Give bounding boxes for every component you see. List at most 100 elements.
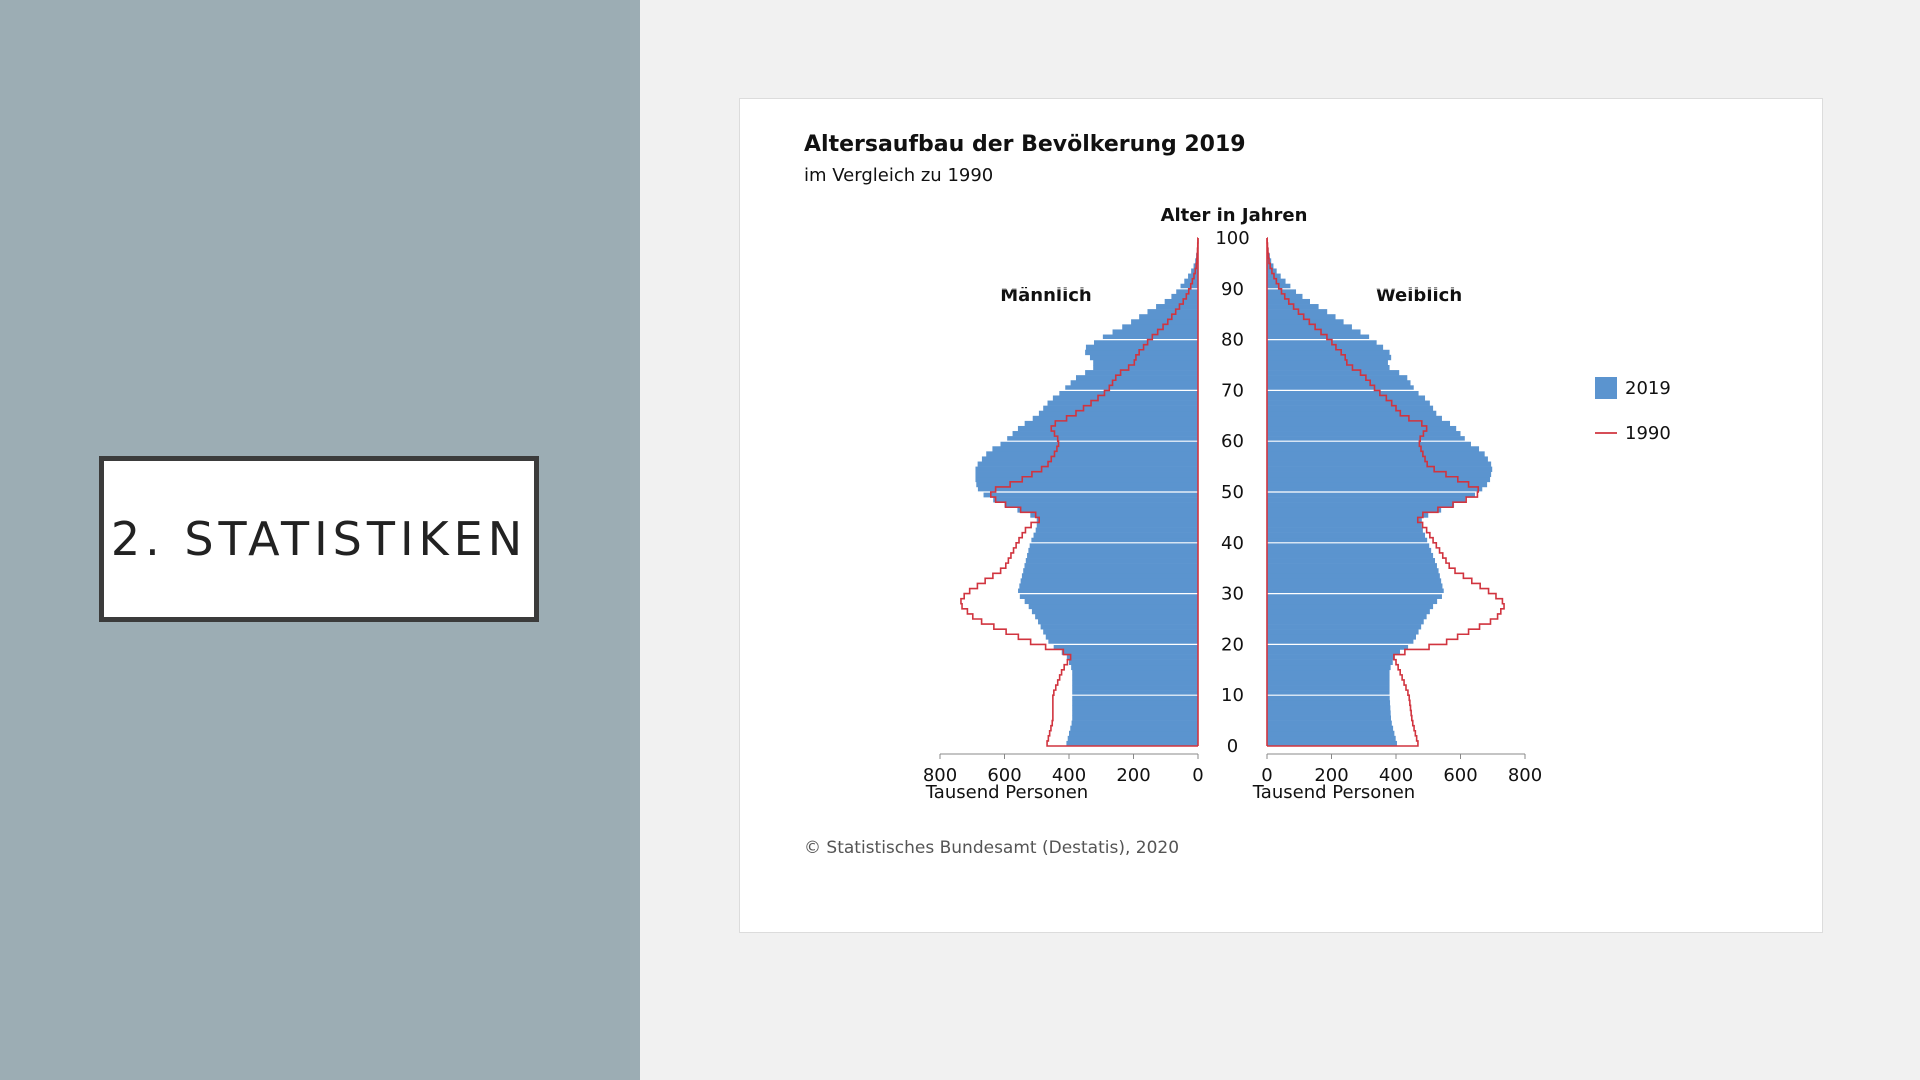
bar-female-2019 [1267,486,1483,493]
bar-male-2019 [1027,552,1198,559]
y-axis-label: Alter in Jahren [1161,205,1308,226]
bar-male-2019 [977,461,1198,467]
bar-male-2019 [986,451,1198,457]
bar-female-2019 [1267,375,1408,381]
x-tick-label-left: 800 [923,765,957,786]
bar-female-2019 [1267,436,1465,442]
bar-male-2019 [1072,695,1198,701]
bar-female-2019 [1267,309,1328,315]
bar-female-2019 [1267,497,1466,503]
bar-female-2019 [1267,471,1492,478]
bar-female-2019 [1267,679,1390,686]
bar-male-2019 [1035,527,1198,533]
bar-male-2019 [992,446,1198,452]
bar-female-2019 [1267,359,1388,366]
chart-subtitle: im Vergleich zu 1990 [804,165,993,186]
bar-male-2019 [1072,715,1198,721]
bar-male-2019 [1072,685,1198,691]
bar-male-2019 [1071,664,1198,671]
bar-female-2019 [1267,578,1442,584]
bar-male-2019 [1035,613,1198,620]
bar-female-2019 [1267,583,1443,589]
x-tick-label-right: 0 [1261,765,1272,786]
line-female-1990 [1266,237,1505,747]
bar-female-2019 [1267,725,1394,732]
bar-female-2019 [1267,365,1390,371]
bar-male-2019 [1093,339,1198,345]
bar-male-2019 [1043,629,1198,635]
bar-male-2019 [1040,624,1198,630]
bar-male-2019 [1070,380,1198,386]
bar-female-2019 [1267,639,1414,645]
bar-female-2019 [1267,400,1430,406]
bar-male-2019 [1089,354,1198,361]
bar-female-2019 [1267,410,1437,417]
bar-female-2019 [1267,339,1377,345]
bar-female-2019 [1267,659,1393,666]
bar-male-2019 [1061,649,1198,655]
bar-male-2019 [1036,522,1198,528]
x-tick-label-right: 600 [1443,765,1477,786]
bar-female-2019 [1267,644,1409,650]
bar-female-2019 [1267,715,1392,721]
bar-male-2019 [1047,400,1198,406]
bar-male-2019 [1033,532,1198,539]
bar-female-2019 [1267,705,1391,711]
bar-male-2019 [1180,283,1198,290]
bar-male-2019 [1020,578,1198,584]
bar-female-2019 [1267,446,1480,452]
bar-male-2019 [1019,583,1198,589]
bar-female-2019 [1267,502,1455,508]
chart-source: © Statistisches Bundesamt (Destatis), 20… [804,838,1179,858]
x-unit-label-left: Tausend Personen [925,782,1088,803]
bar-female-2019 [1267,527,1423,533]
bar-male-2019 [1059,390,1198,396]
age-tick-label: 90 [1221,279,1244,300]
bar-male-2019 [975,466,1198,472]
bar-female-2019 [1267,380,1411,386]
bar-male-2019 [1171,293,1198,300]
bar-female-2019 [1267,324,1352,330]
bar-female-2019 [1267,512,1429,518]
x-unit-label-right: Tausend Personen [1252,782,1415,803]
bar-male-2019 [976,481,1198,488]
bar-male-2019 [1085,349,1198,356]
bar-female-2019 [1267,568,1439,574]
bar-male-2019 [993,497,1198,503]
bar-male-2019 [1023,568,1198,574]
bar-male-2019 [1072,705,1198,711]
bar-female-2019 [1267,608,1430,615]
bar-male-2019 [1066,740,1198,747]
male-label: Männlich [1000,285,1092,306]
bar-female-2019 [1267,395,1426,401]
age-tick-label: 30 [1221,584,1244,605]
bar-female-2019 [1267,441,1471,447]
bar-female-2019 [1267,385,1414,391]
bar-male-2019 [1066,654,1198,660]
bar-male-2019 [1028,603,1198,610]
bar-male-2019 [1018,588,1198,594]
bar-female-2019 [1267,492,1476,498]
bar-male-2019 [983,492,1198,498]
bar-female-2019 [1267,603,1434,610]
bar-female-2019 [1267,390,1419,396]
bar-female-2019 [1267,522,1422,528]
bar-female-2019 [1267,695,1390,701]
bar-male-2019 [1072,710,1198,716]
bar-male-2019 [1147,309,1198,315]
bar-female-2019 [1267,593,1442,599]
bar-male-2019 [1188,273,1198,279]
bar-male-2019 [1031,608,1198,615]
bar-male-2019 [1065,385,1198,391]
section-title: 2. STATISTIKEN [110,512,528,566]
bar-male-2019 [1156,304,1198,310]
bar-male-2019 [1021,573,1198,579]
section-title-box: 2. STATISTIKEN [99,456,539,622]
x-tick-label-right: 800 [1508,765,1542,786]
x-tick-label-right: 400 [1379,765,1413,786]
bar-female-2019 [1267,735,1396,742]
bar-male-2019 [1131,319,1198,325]
bar-male-2019 [1184,278,1198,285]
bar-male-2019 [1029,542,1198,549]
bar-male-2019 [1038,619,1198,625]
